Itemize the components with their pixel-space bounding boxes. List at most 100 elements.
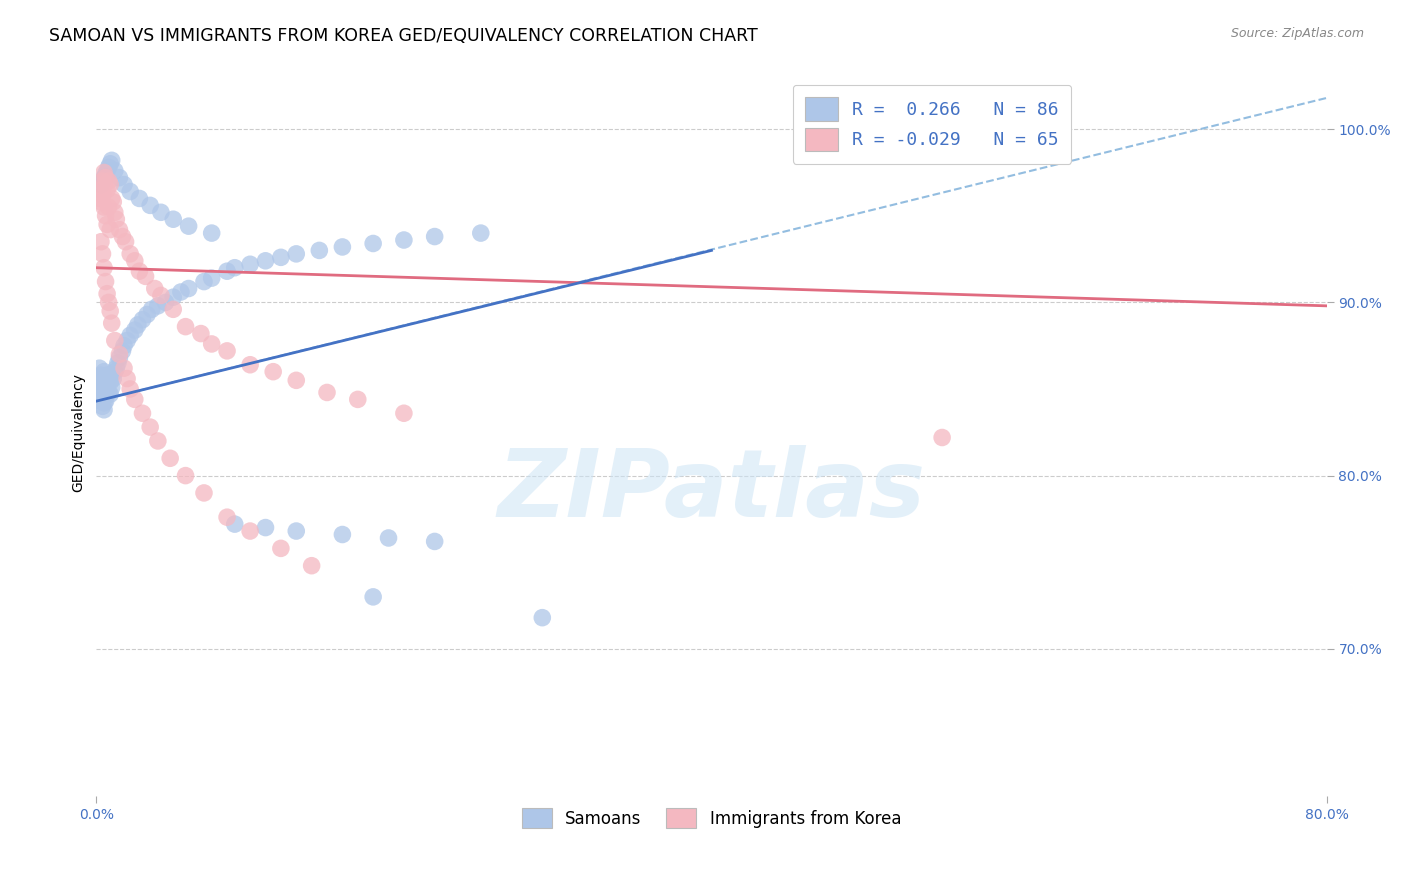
Point — [100, 380, 122, 394]
Point — [159, 451, 181, 466]
Point — [332, 240, 354, 254]
Point — [90, 368, 112, 383]
Point — [103, 371, 125, 385]
Point — [162, 290, 184, 304]
Point — [93, 387, 115, 401]
Point — [97, 200, 120, 214]
Point — [361, 236, 384, 251]
Point — [174, 319, 197, 334]
Point — [90, 183, 112, 197]
Point — [146, 299, 169, 313]
Point — [97, 385, 120, 400]
Point — [90, 394, 112, 409]
Point — [91, 392, 114, 407]
Point — [96, 368, 118, 383]
Point — [114, 235, 136, 249]
Point — [90, 391, 112, 405]
Point — [392, 406, 415, 420]
Point — [392, 233, 415, 247]
Point — [89, 375, 111, 389]
Point — [423, 534, 446, 549]
Point — [215, 343, 238, 358]
Point — [254, 520, 277, 534]
Point — [190, 326, 212, 341]
Point — [224, 517, 246, 532]
Point — [215, 510, 238, 524]
Point — [346, 392, 368, 407]
Point — [90, 385, 112, 400]
Point — [128, 191, 150, 205]
Text: ZIPatlas: ZIPatlas — [498, 444, 925, 536]
Point — [93, 260, 115, 275]
Point — [108, 351, 131, 365]
Point — [155, 295, 177, 310]
Point — [90, 194, 112, 209]
Point — [96, 218, 118, 232]
Point — [141, 302, 163, 317]
Point — [103, 194, 125, 209]
Point — [149, 288, 172, 302]
Point — [316, 385, 339, 400]
Point — [127, 318, 149, 332]
Point — [94, 384, 117, 398]
Point — [94, 394, 117, 409]
Point — [128, 264, 150, 278]
Point — [93, 365, 115, 379]
Point — [100, 153, 122, 168]
Point — [111, 229, 134, 244]
Point — [97, 161, 120, 175]
Point — [177, 281, 200, 295]
Point — [239, 524, 262, 538]
Point — [270, 250, 292, 264]
Point — [111, 343, 134, 358]
Point — [93, 170, 115, 185]
Point — [91, 247, 114, 261]
Point — [470, 226, 492, 240]
Point — [96, 183, 118, 197]
Point — [100, 316, 122, 330]
Point — [193, 486, 215, 500]
Point — [170, 285, 193, 299]
Point — [531, 610, 554, 624]
Text: SAMOAN VS IMMIGRANTS FROM KOREA GED/EQUIVALENCY CORRELATION CHART: SAMOAN VS IMMIGRANTS FROM KOREA GED/EQUI… — [49, 27, 758, 45]
Point — [104, 365, 127, 379]
Point — [97, 371, 120, 385]
Point — [115, 371, 138, 385]
Point — [98, 387, 121, 401]
Point — [120, 185, 142, 199]
Point — [285, 247, 308, 261]
Point — [98, 157, 121, 171]
Point — [254, 253, 277, 268]
Point — [94, 170, 117, 185]
Point — [89, 191, 111, 205]
Point — [90, 235, 112, 249]
Point — [174, 468, 197, 483]
Point — [377, 531, 399, 545]
Point — [262, 365, 284, 379]
Point — [115, 334, 138, 348]
Point — [162, 212, 184, 227]
Point — [177, 219, 200, 234]
Point — [193, 275, 215, 289]
Point — [239, 358, 262, 372]
Point — [96, 378, 118, 392]
Point — [146, 434, 169, 448]
Point — [112, 178, 135, 192]
Point — [94, 209, 117, 223]
Point — [91, 400, 114, 414]
Point — [94, 167, 117, 181]
Point — [361, 590, 384, 604]
Point — [104, 163, 127, 178]
Point — [112, 339, 135, 353]
Point — [96, 163, 118, 178]
Point — [201, 226, 224, 240]
Point — [104, 205, 127, 219]
Point — [108, 347, 131, 361]
Point — [97, 295, 120, 310]
Y-axis label: GED/Equivalency: GED/Equivalency — [72, 373, 86, 491]
Point — [270, 541, 292, 556]
Point — [96, 286, 118, 301]
Point — [112, 361, 135, 376]
Point — [93, 396, 115, 410]
Point — [285, 524, 308, 538]
